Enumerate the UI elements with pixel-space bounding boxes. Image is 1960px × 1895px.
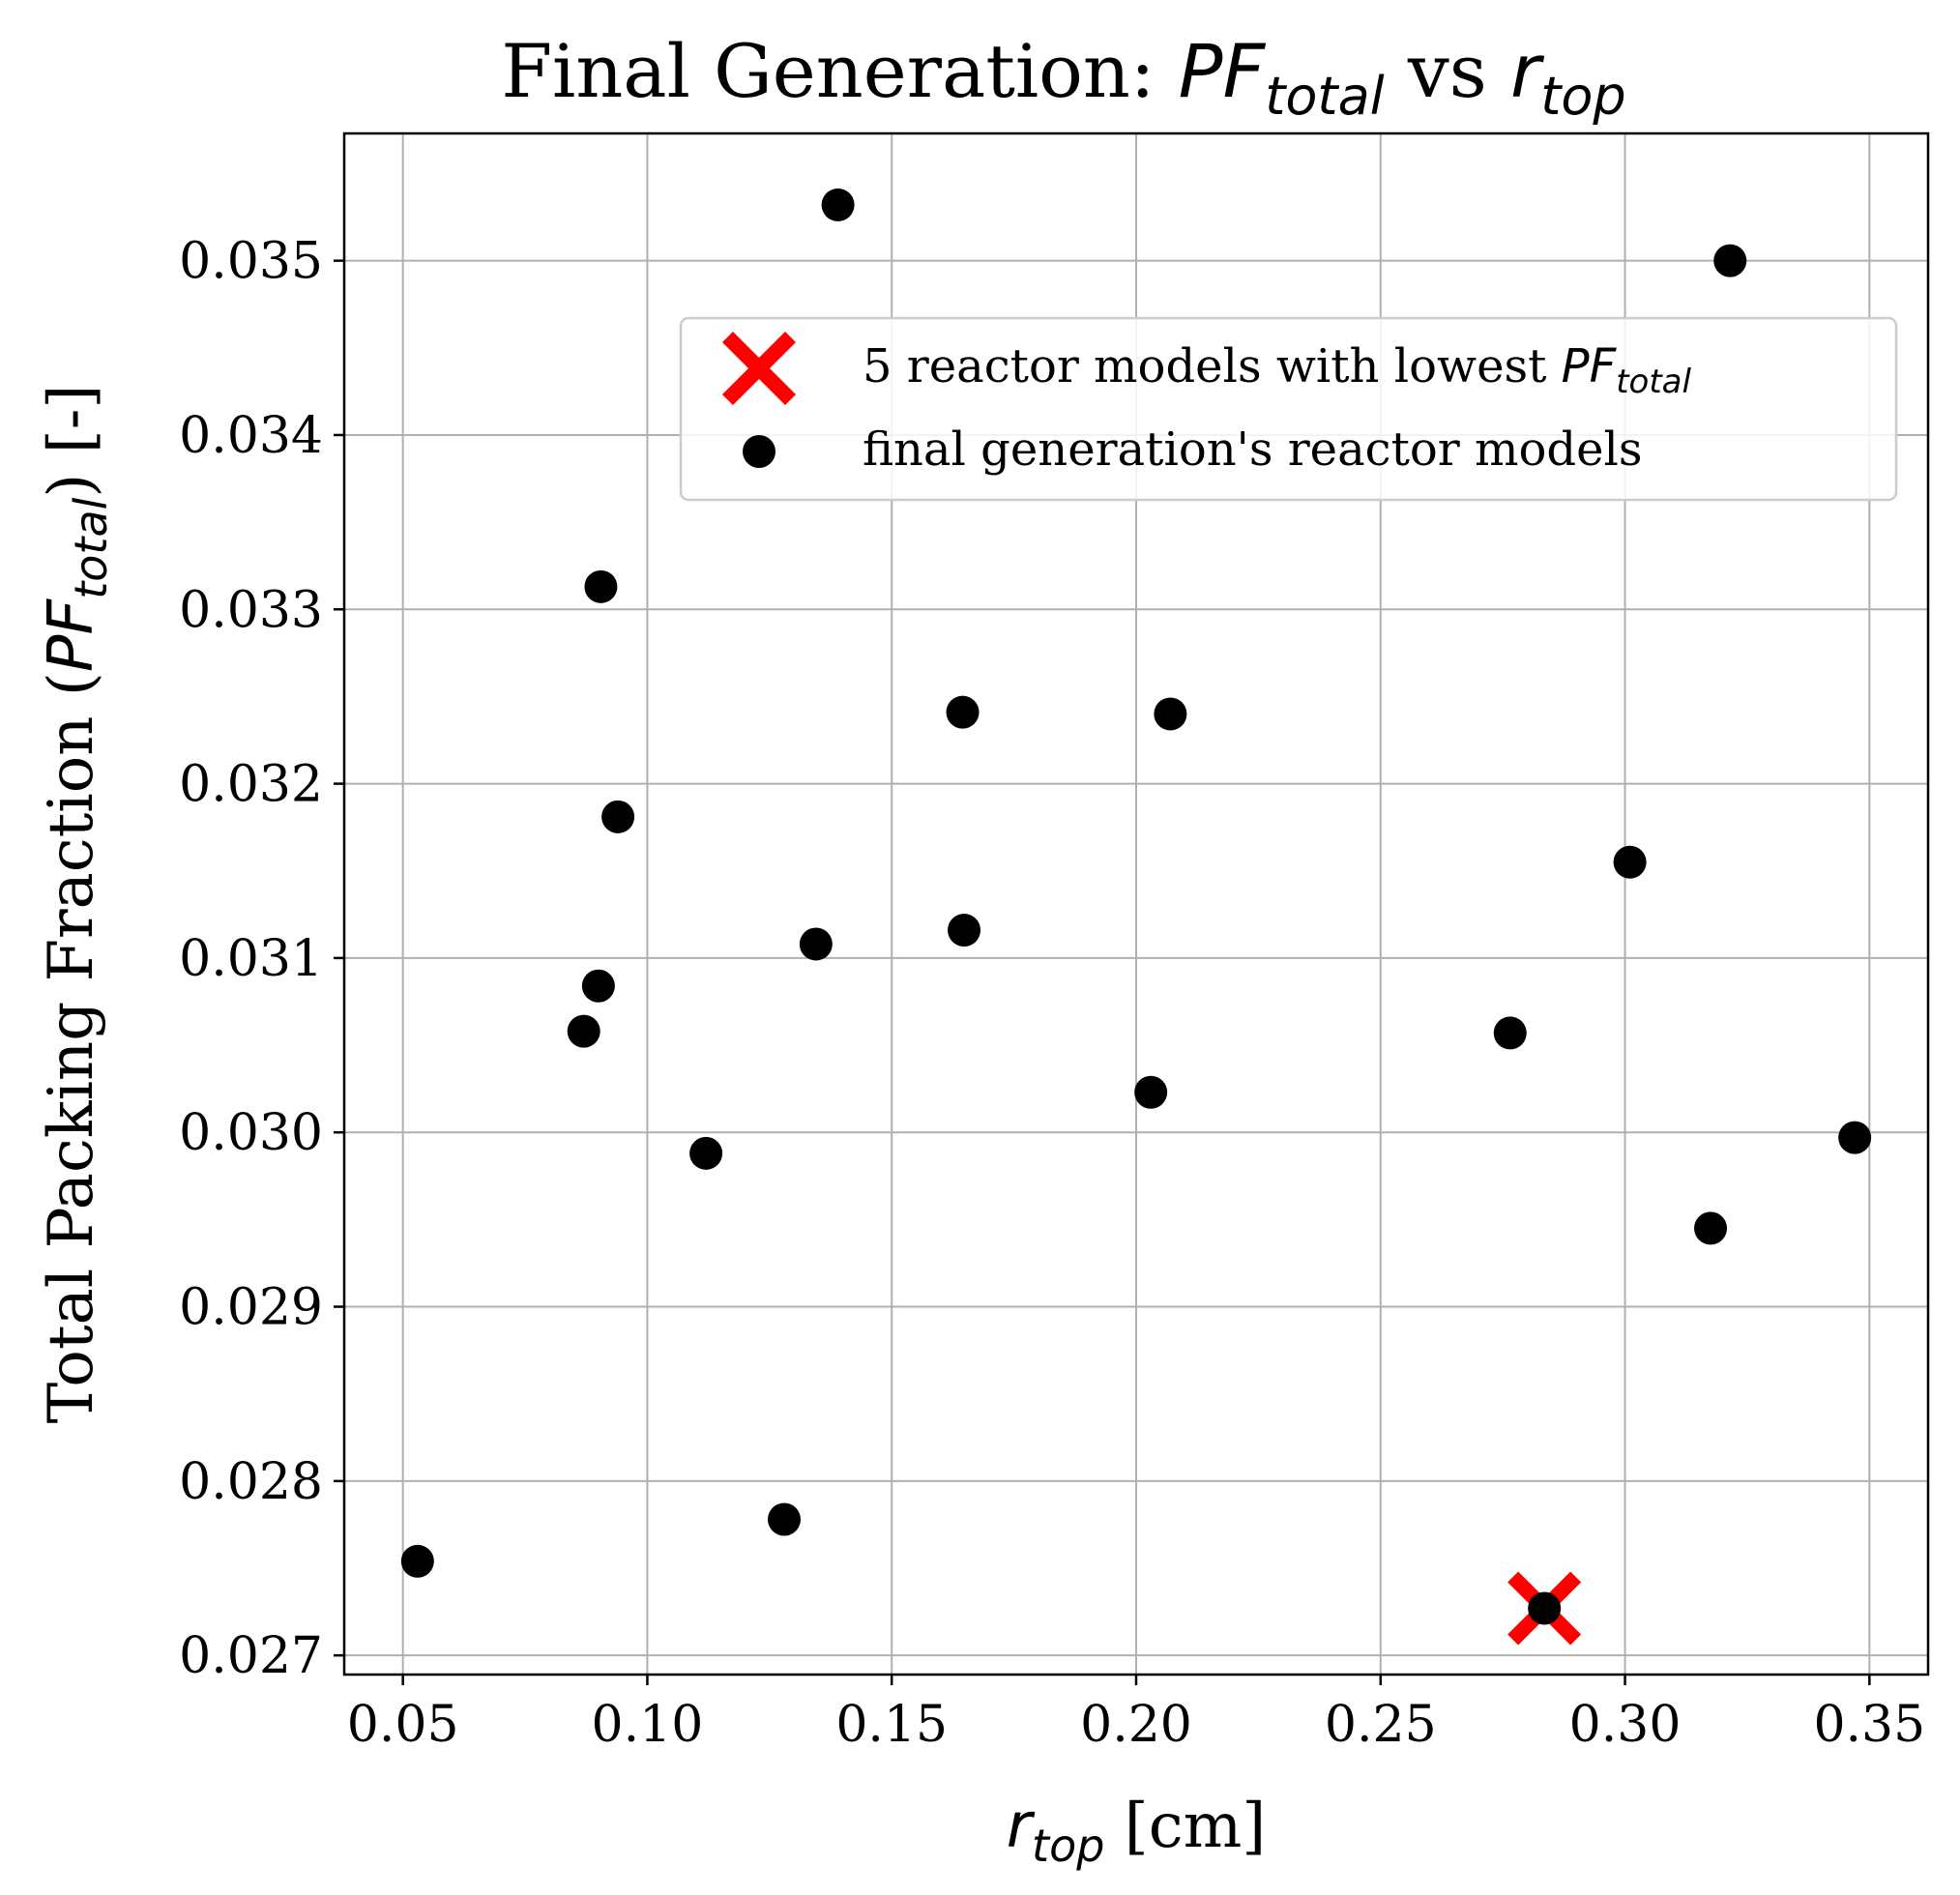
reactor-model-point bbox=[821, 188, 855, 221]
reactor-model-point bbox=[689, 1136, 723, 1170]
y-tick-label: 0.031 bbox=[179, 930, 323, 988]
y-tick-label: 0.033 bbox=[179, 581, 323, 639]
x-tick-label: 0.20 bbox=[1080, 1696, 1192, 1754]
y-tick-label: 0.029 bbox=[179, 1279, 323, 1337]
reactor-model-point bbox=[1694, 1211, 1728, 1245]
x-tick-label: 0.25 bbox=[1325, 1696, 1437, 1754]
y-tick-label: 0.034 bbox=[179, 407, 323, 465]
reactor-model-point bbox=[1528, 1591, 1562, 1625]
reactor-model-point bbox=[601, 800, 635, 833]
legend: 5 reactor models with lowest PFtotal fin… bbox=[679, 316, 1898, 502]
x-tick-label: 0.10 bbox=[592, 1696, 704, 1754]
legend-label-final-generation: final generation's reactor models bbox=[863, 423, 1642, 477]
y-axis-label: Total Packing Fraction (PFtotal) [-] bbox=[36, 385, 117, 1424]
x-tick-label: 0.05 bbox=[347, 1696, 459, 1754]
y-tick-label: 0.030 bbox=[179, 1104, 323, 1162]
x-tick-label: 0.30 bbox=[1569, 1696, 1682, 1754]
x-tick-label: 0.15 bbox=[835, 1696, 948, 1754]
x-axis-ticks: 0.05 0.10 0.15 0.20 0.25 0.30 0.35 bbox=[347, 1675, 1925, 1754]
reactor-model-point bbox=[948, 914, 981, 948]
x-axis-label: rtop [cm] bbox=[1007, 1791, 1267, 1872]
reactor-model-point bbox=[400, 1544, 434, 1578]
legend-box bbox=[679, 316, 1898, 502]
data-points bbox=[400, 188, 1872, 1646]
legend-marker-circle bbox=[743, 435, 775, 468]
reactor-model-point bbox=[1493, 1016, 1527, 1050]
y-tick-label: 0.027 bbox=[179, 1627, 323, 1685]
legend-label-lowest: 5 reactor models with lowest PFtotal bbox=[863, 339, 1692, 401]
y-tick-label: 0.032 bbox=[179, 756, 323, 814]
reactor-model-point bbox=[946, 695, 980, 729]
y-tick-label: 0.035 bbox=[179, 233, 323, 291]
legend-marker-x bbox=[722, 332, 796, 405]
reactor-model-point bbox=[1134, 1075, 1168, 1109]
reactor-model-point bbox=[1838, 1121, 1872, 1154]
x-tick-label: 0.35 bbox=[1813, 1696, 1925, 1754]
reactor-model-point bbox=[1154, 697, 1187, 731]
y-tick-label: 0.028 bbox=[179, 1453, 323, 1511]
y-axis-ticks: 0.027 0.028 0.029 0.030 0.031 0.032 0.033 0.034… bbox=[179, 233, 344, 1685]
reactor-model-point bbox=[1613, 845, 1647, 879]
reactor-model-point bbox=[1713, 244, 1747, 277]
reactor-model-point bbox=[799, 927, 833, 961]
reactor-model-point bbox=[581, 969, 615, 1003]
reactor-model-point bbox=[584, 569, 618, 603]
chart-title: Final Generation: PFtotal vs rtop bbox=[501, 28, 1625, 127]
reactor-model-point bbox=[567, 1014, 600, 1048]
reactor-model-point bbox=[768, 1502, 801, 1536]
